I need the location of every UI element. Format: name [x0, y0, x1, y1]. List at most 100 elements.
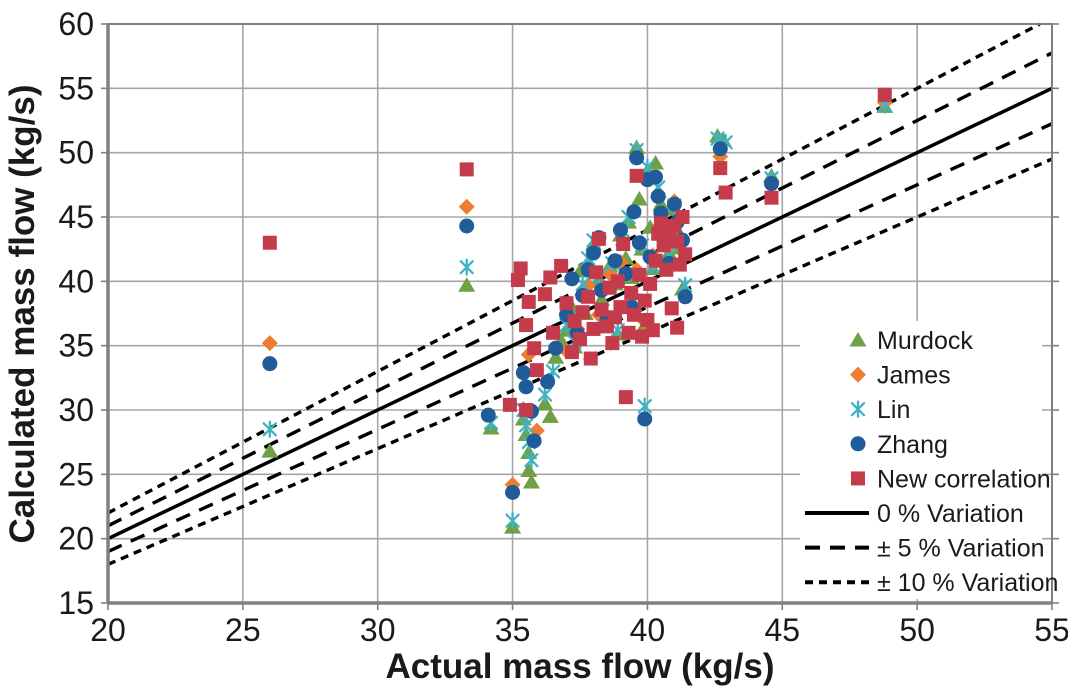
y-tick-label: 20 [58, 521, 94, 557]
chart-legend: Murdock James Lin Zhang New correlation 0 % V… [800, 321, 1058, 599]
data-point [643, 276, 658, 291]
data-point [575, 305, 590, 320]
data-point [261, 443, 279, 458]
data-point [583, 351, 598, 366]
data-point [630, 190, 648, 206]
y-axis-title: Calculated mass flow (kg/s) [3, 84, 42, 543]
data-point [648, 253, 663, 268]
legend-marker-diamond-icon [850, 366, 866, 383]
data-point [520, 444, 538, 459]
x-tick-label: 25 [225, 612, 261, 648]
data-point [612, 222, 628, 238]
legend-label: ± 5 % Variation [877, 535, 1045, 563]
data-point [513, 261, 528, 276]
legend-marker-square-icon [851, 471, 865, 486]
legend-item: ± 5 % Variation [805, 535, 1045, 563]
legend-marker-star-icon [850, 400, 866, 418]
data-point [626, 307, 641, 322]
data-point [527, 341, 542, 356]
data-point [519, 318, 534, 333]
data-point [877, 87, 892, 102]
legend-item: New correlation [851, 465, 1051, 493]
data-point [629, 168, 644, 183]
data-point [635, 329, 650, 344]
data-point [616, 237, 631, 252]
data-point [664, 301, 679, 316]
data-point [763, 176, 779, 192]
legend-item: Zhang [850, 431, 948, 459]
data-point [519, 403, 534, 417]
plot-border [106, 23, 1053, 605]
data-point [666, 196, 682, 212]
data-point [518, 379, 534, 395]
data-point [541, 408, 559, 423]
data-point [631, 235, 647, 251]
data-point [713, 161, 728, 176]
data-point [261, 335, 278, 352]
data-point [502, 397, 517, 412]
data-point [546, 325, 561, 340]
scatter-series [261, 87, 894, 534]
data-point [637, 397, 652, 415]
data-point [659, 262, 674, 277]
data-point [547, 349, 565, 364]
data-point [648, 169, 664, 185]
legend-item: 0 % Variation [805, 500, 1024, 528]
data-point [505, 512, 520, 530]
legend-label: Murdock [877, 327, 973, 355]
data-point [670, 320, 685, 335]
data-point [593, 291, 611, 306]
data-point [529, 363, 544, 378]
x-tick-label: 55 [1034, 612, 1068, 648]
data-point [480, 407, 496, 423]
x-tick-label: 50 [899, 612, 935, 648]
legend-label: ± 10 % Variation [877, 569, 1058, 597]
y-tick-label: 50 [58, 135, 94, 171]
legend-marker-triangle-icon [849, 332, 867, 347]
data-point [626, 204, 642, 220]
legend-marker-circle-icon [850, 436, 866, 452]
data-point [618, 390, 633, 405]
data-point [459, 258, 474, 276]
data-point [515, 365, 531, 381]
y-tick-label: 25 [58, 456, 94, 492]
data-point [521, 294, 536, 309]
legend-label: 0 % Variation [877, 500, 1024, 528]
data-point [718, 185, 733, 200]
data-point [564, 271, 580, 287]
data-point [610, 274, 625, 289]
data-point [540, 374, 556, 390]
data-point [262, 356, 278, 372]
data-point [543, 270, 558, 285]
legend-label: New correlation [877, 465, 1051, 493]
legend-background [800, 321, 1042, 599]
data-point [537, 287, 552, 302]
data-point [510, 273, 525, 288]
y-tick-label: 40 [58, 263, 94, 299]
legend-item: Murdock [849, 327, 973, 355]
data-point [586, 321, 601, 336]
legend-label: James [877, 362, 951, 390]
data-point [459, 218, 475, 234]
data-point [647, 154, 665, 170]
legend-item: ± 10 % Variation [805, 569, 1058, 597]
legend-item: James [850, 362, 951, 390]
data-point [624, 285, 639, 300]
series-new-correlation [262, 87, 892, 417]
variation-line [107, 22, 1041, 515]
data-point [581, 289, 596, 304]
data-point [712, 141, 728, 157]
y-tick-label: 55 [58, 70, 94, 106]
x-tick-label: 35 [495, 612, 531, 648]
data-point [262, 420, 277, 438]
data-point [573, 332, 587, 347]
data-point [520, 462, 538, 477]
data-point [677, 289, 693, 305]
data-point [559, 296, 574, 311]
data-point [670, 234, 685, 249]
data-point [637, 293, 652, 308]
data-point [522, 474, 540, 489]
data-point [589, 265, 604, 280]
variation-line [107, 122, 1053, 554]
